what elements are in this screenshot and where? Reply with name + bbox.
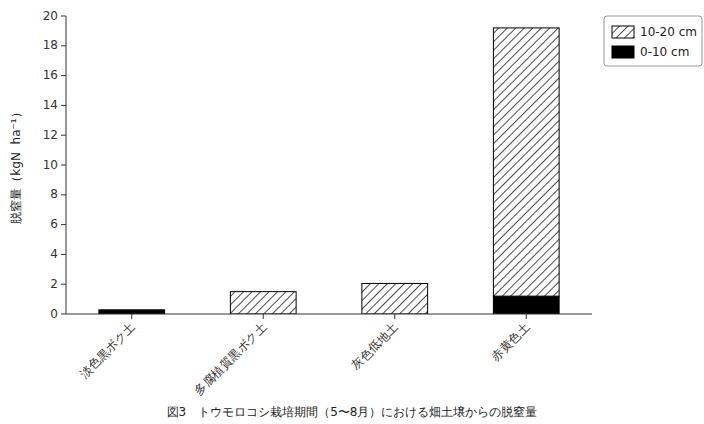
x-tick-label: 灰色低地土 [349,320,401,372]
y-tick-label: 20 [43,9,58,23]
x-tick-label: 淡色黒ボク土 [77,320,138,381]
legend-swatch [612,26,634,38]
bar-segment [99,310,165,314]
bar-segment [362,283,428,314]
x-tick-label: 赤黄色土 [489,320,533,364]
y-tick [61,105,66,106]
x-tick-label: 多腐植質黒ボク土 [192,320,270,398]
y-tick [61,224,66,225]
y-axis-label: 脱窒量（kgN ha⁻¹） [9,106,23,223]
bar-segment [493,296,559,314]
legend-frame [604,16,702,66]
y-tick [61,75,66,76]
bar-segment [230,292,296,314]
x-axis-line [66,314,592,315]
y-tick [61,314,66,315]
y-tick [61,194,66,195]
x-tick [131,314,132,319]
bar-segment [493,28,559,296]
legend-label: 10‐20 cm [640,25,697,39]
y-tick [61,254,66,255]
y-tick [61,165,66,166]
bars [99,28,559,314]
y-tick [61,135,66,136]
y-tick [61,45,66,46]
y-tick-label: 6 [50,217,58,231]
y-tick-label: 4 [50,247,58,261]
y-tick [61,16,66,17]
y-tick [61,284,66,285]
chart-container: 0 2 4 6 8 10 12 14 16 18 20 淡色黒ボク土多腐植質黒ボク土 灰色低地土 赤黄色土… [0,0,704,424]
x-tick [263,314,264,319]
chart-svg: 0 2 4 6 8 10 12 14 16 18 20 淡色黒ボク土多腐植質黒ボク土 灰色低地土 赤黄色土… [0,0,704,424]
y-tick-label: 10 [43,158,58,172]
y-tick-label: 2 [50,277,58,291]
y-tick-label: 18 [43,38,58,52]
y-tick-label: 12 [43,128,58,142]
y-tick-label: 16 [43,68,58,82]
caption: 図3 トウモロコシ栽培期間（5〜8月）における畑土壌からの脱窒量 [167,405,538,419]
y-tick-label: 8 [50,187,58,201]
legend-label: 0‐10 cm [640,45,689,59]
y-tick-label: 0 [50,307,58,321]
y-tick-label: 14 [43,98,58,112]
x-tick [394,314,395,319]
x-tick [526,314,527,319]
bar-segment [99,309,165,310]
legend: 10‐20 cm 0‐10 cm [604,16,702,66]
legend-swatch [612,46,634,58]
